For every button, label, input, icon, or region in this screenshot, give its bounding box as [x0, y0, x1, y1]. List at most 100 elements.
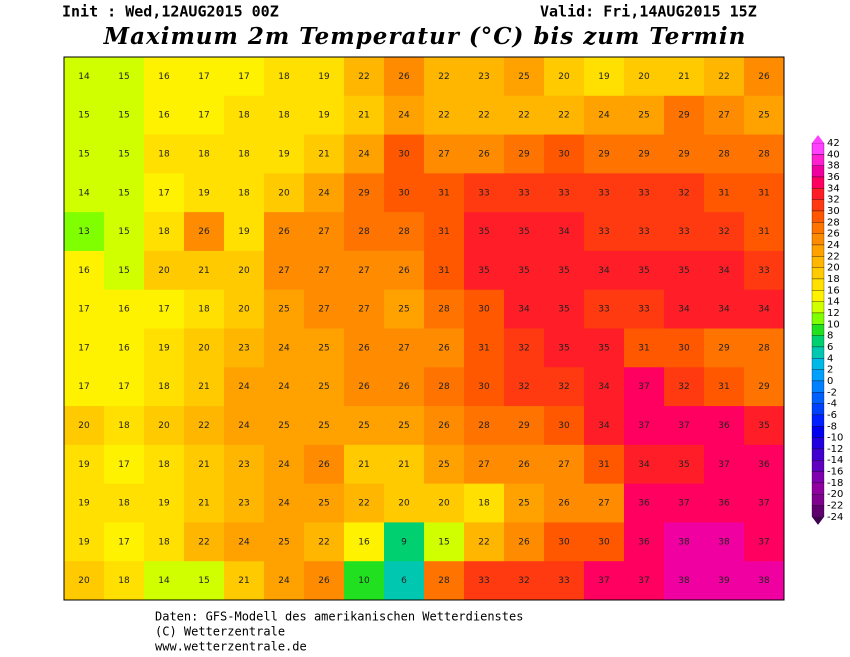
legend-swatch — [811, 494, 825, 506]
temp-value: 28 — [438, 576, 450, 586]
legend-label: -22 — [827, 501, 843, 512]
temp-value: 31 — [718, 382, 729, 392]
legend-label: 8 — [827, 331, 833, 342]
temp-value: 21 — [398, 460, 409, 470]
temp-value: 32 — [718, 227, 729, 237]
temp-value: 18 — [198, 305, 210, 315]
temp-value: 22 — [518, 111, 529, 121]
legend-label: 4 — [827, 353, 833, 364]
temp-cell — [224, 367, 265, 407]
legend-swatch — [811, 176, 825, 189]
temp-value: 19 — [158, 499, 170, 509]
temp-cell — [184, 95, 225, 136]
temp-cell — [104, 483, 145, 523]
temp-cell — [544, 561, 585, 601]
temp-cell — [104, 328, 145, 368]
temp-cell — [384, 173, 425, 213]
temp-value: 35 — [478, 266, 489, 276]
temp-cell — [344, 212, 385, 252]
color-legend: 424038363432302826242220181614121086420-… — [811, 135, 843, 525]
legend-arrow-top — [812, 135, 824, 143]
temp-value: 18 — [158, 382, 170, 392]
temp-cell — [264, 522, 305, 562]
temp-cell — [144, 561, 185, 601]
temp-cell — [144, 444, 185, 485]
temp-value: 31 — [438, 266, 449, 276]
temp-value: 22 — [438, 111, 449, 121]
temp-cell — [584, 444, 625, 485]
legend-label: 12 — [827, 308, 840, 319]
temp-value: 24 — [318, 188, 330, 198]
temp-value: 18 — [198, 149, 210, 159]
temp-cell — [304, 289, 345, 329]
temp-value: 37 — [638, 382, 649, 392]
temp-value: 20 — [278, 188, 290, 198]
temp-value: 26 — [398, 266, 410, 276]
temp-value: 25 — [438, 460, 449, 470]
temp-value: 17 — [118, 537, 129, 547]
temp-cell — [384, 444, 425, 485]
temp-cell — [384, 367, 425, 407]
temp-cell — [184, 173, 225, 213]
legend-swatch — [811, 392, 825, 404]
legend-swatch — [811, 290, 825, 302]
temp-cell — [304, 367, 345, 407]
temp-cell — [704, 57, 745, 97]
temp-cell — [584, 289, 625, 329]
temp-cell — [504, 289, 545, 329]
temp-value: 17 — [78, 343, 89, 353]
temp-value: 37 — [638, 576, 649, 586]
temp-value: 35 — [518, 227, 529, 237]
temp-value: 26 — [398, 72, 410, 82]
temp-cell — [344, 406, 385, 446]
temp-value: 20 — [638, 72, 650, 82]
temp-cell — [344, 444, 385, 485]
temp-cell — [624, 212, 665, 252]
temp-value: 25 — [758, 111, 769, 121]
temp-value: 23 — [238, 343, 249, 353]
temp-value: 26 — [558, 499, 570, 509]
temp-value: 24 — [238, 382, 250, 392]
temp-cell — [664, 561, 705, 601]
temp-value: 25 — [278, 537, 289, 547]
temp-cell — [264, 173, 305, 213]
temp-cell — [304, 212, 345, 252]
temp-value: 34 — [638, 460, 650, 470]
temp-cell — [664, 173, 705, 213]
temp-cell — [624, 289, 665, 329]
temp-cell — [104, 173, 145, 213]
temp-cell — [664, 522, 705, 562]
temp-cell — [184, 561, 225, 601]
temp-value: 24 — [278, 460, 290, 470]
temp-cell — [264, 367, 305, 407]
temp-cell — [264, 406, 305, 446]
temp-value: 31 — [598, 460, 609, 470]
temp-value: 30 — [478, 382, 490, 392]
temp-cell — [144, 250, 185, 291]
temp-value: 18 — [158, 537, 170, 547]
temp-cell — [664, 134, 705, 174]
temp-value: 33 — [598, 305, 609, 315]
temp-value: 22 — [358, 499, 369, 509]
temp-value: 29 — [598, 149, 610, 159]
temp-cell — [704, 561, 745, 601]
temp-value: 20 — [238, 266, 250, 276]
temp-value: 36 — [718, 499, 730, 509]
temp-value: 35 — [598, 343, 609, 353]
temp-value: 29 — [678, 149, 690, 159]
legend-label: 6 — [827, 342, 833, 353]
temp-cell — [664, 444, 705, 485]
temp-value: 37 — [638, 421, 649, 431]
temp-value: 25 — [318, 382, 329, 392]
temp-value: 25 — [638, 111, 649, 121]
temp-value: 22 — [358, 72, 369, 82]
temp-value: 15 — [438, 537, 449, 547]
legend-swatch — [811, 403, 825, 416]
temp-cell — [744, 250, 785, 291]
temp-value: 30 — [478, 305, 490, 315]
temp-value: 28 — [398, 227, 410, 237]
temp-cell — [624, 406, 665, 446]
temp-value: 9 — [401, 537, 407, 547]
temp-value: 29 — [718, 343, 730, 353]
temp-cell — [384, 57, 425, 97]
